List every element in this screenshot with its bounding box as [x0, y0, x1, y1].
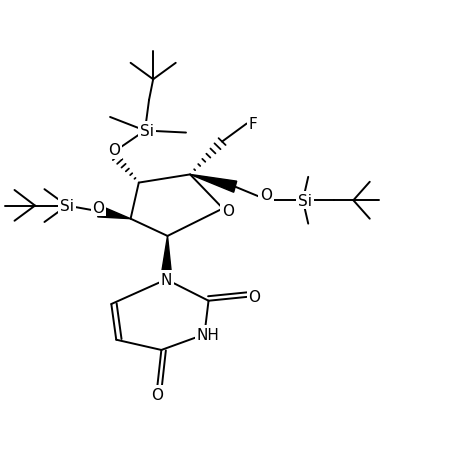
Text: F: F	[248, 117, 257, 132]
Text: N: N	[161, 272, 172, 287]
Text: O: O	[151, 387, 163, 402]
Text: O: O	[108, 143, 120, 158]
Polygon shape	[190, 175, 237, 193]
Polygon shape	[161, 237, 172, 280]
Polygon shape	[98, 206, 131, 219]
Text: Si: Si	[60, 199, 74, 213]
Text: O: O	[248, 289, 261, 305]
Text: O: O	[92, 200, 104, 215]
Text: NH: NH	[196, 327, 219, 342]
Text: O: O	[222, 204, 234, 219]
Text: Si: Si	[298, 194, 312, 208]
Text: O: O	[260, 188, 272, 202]
Text: Si: Si	[140, 124, 154, 139]
